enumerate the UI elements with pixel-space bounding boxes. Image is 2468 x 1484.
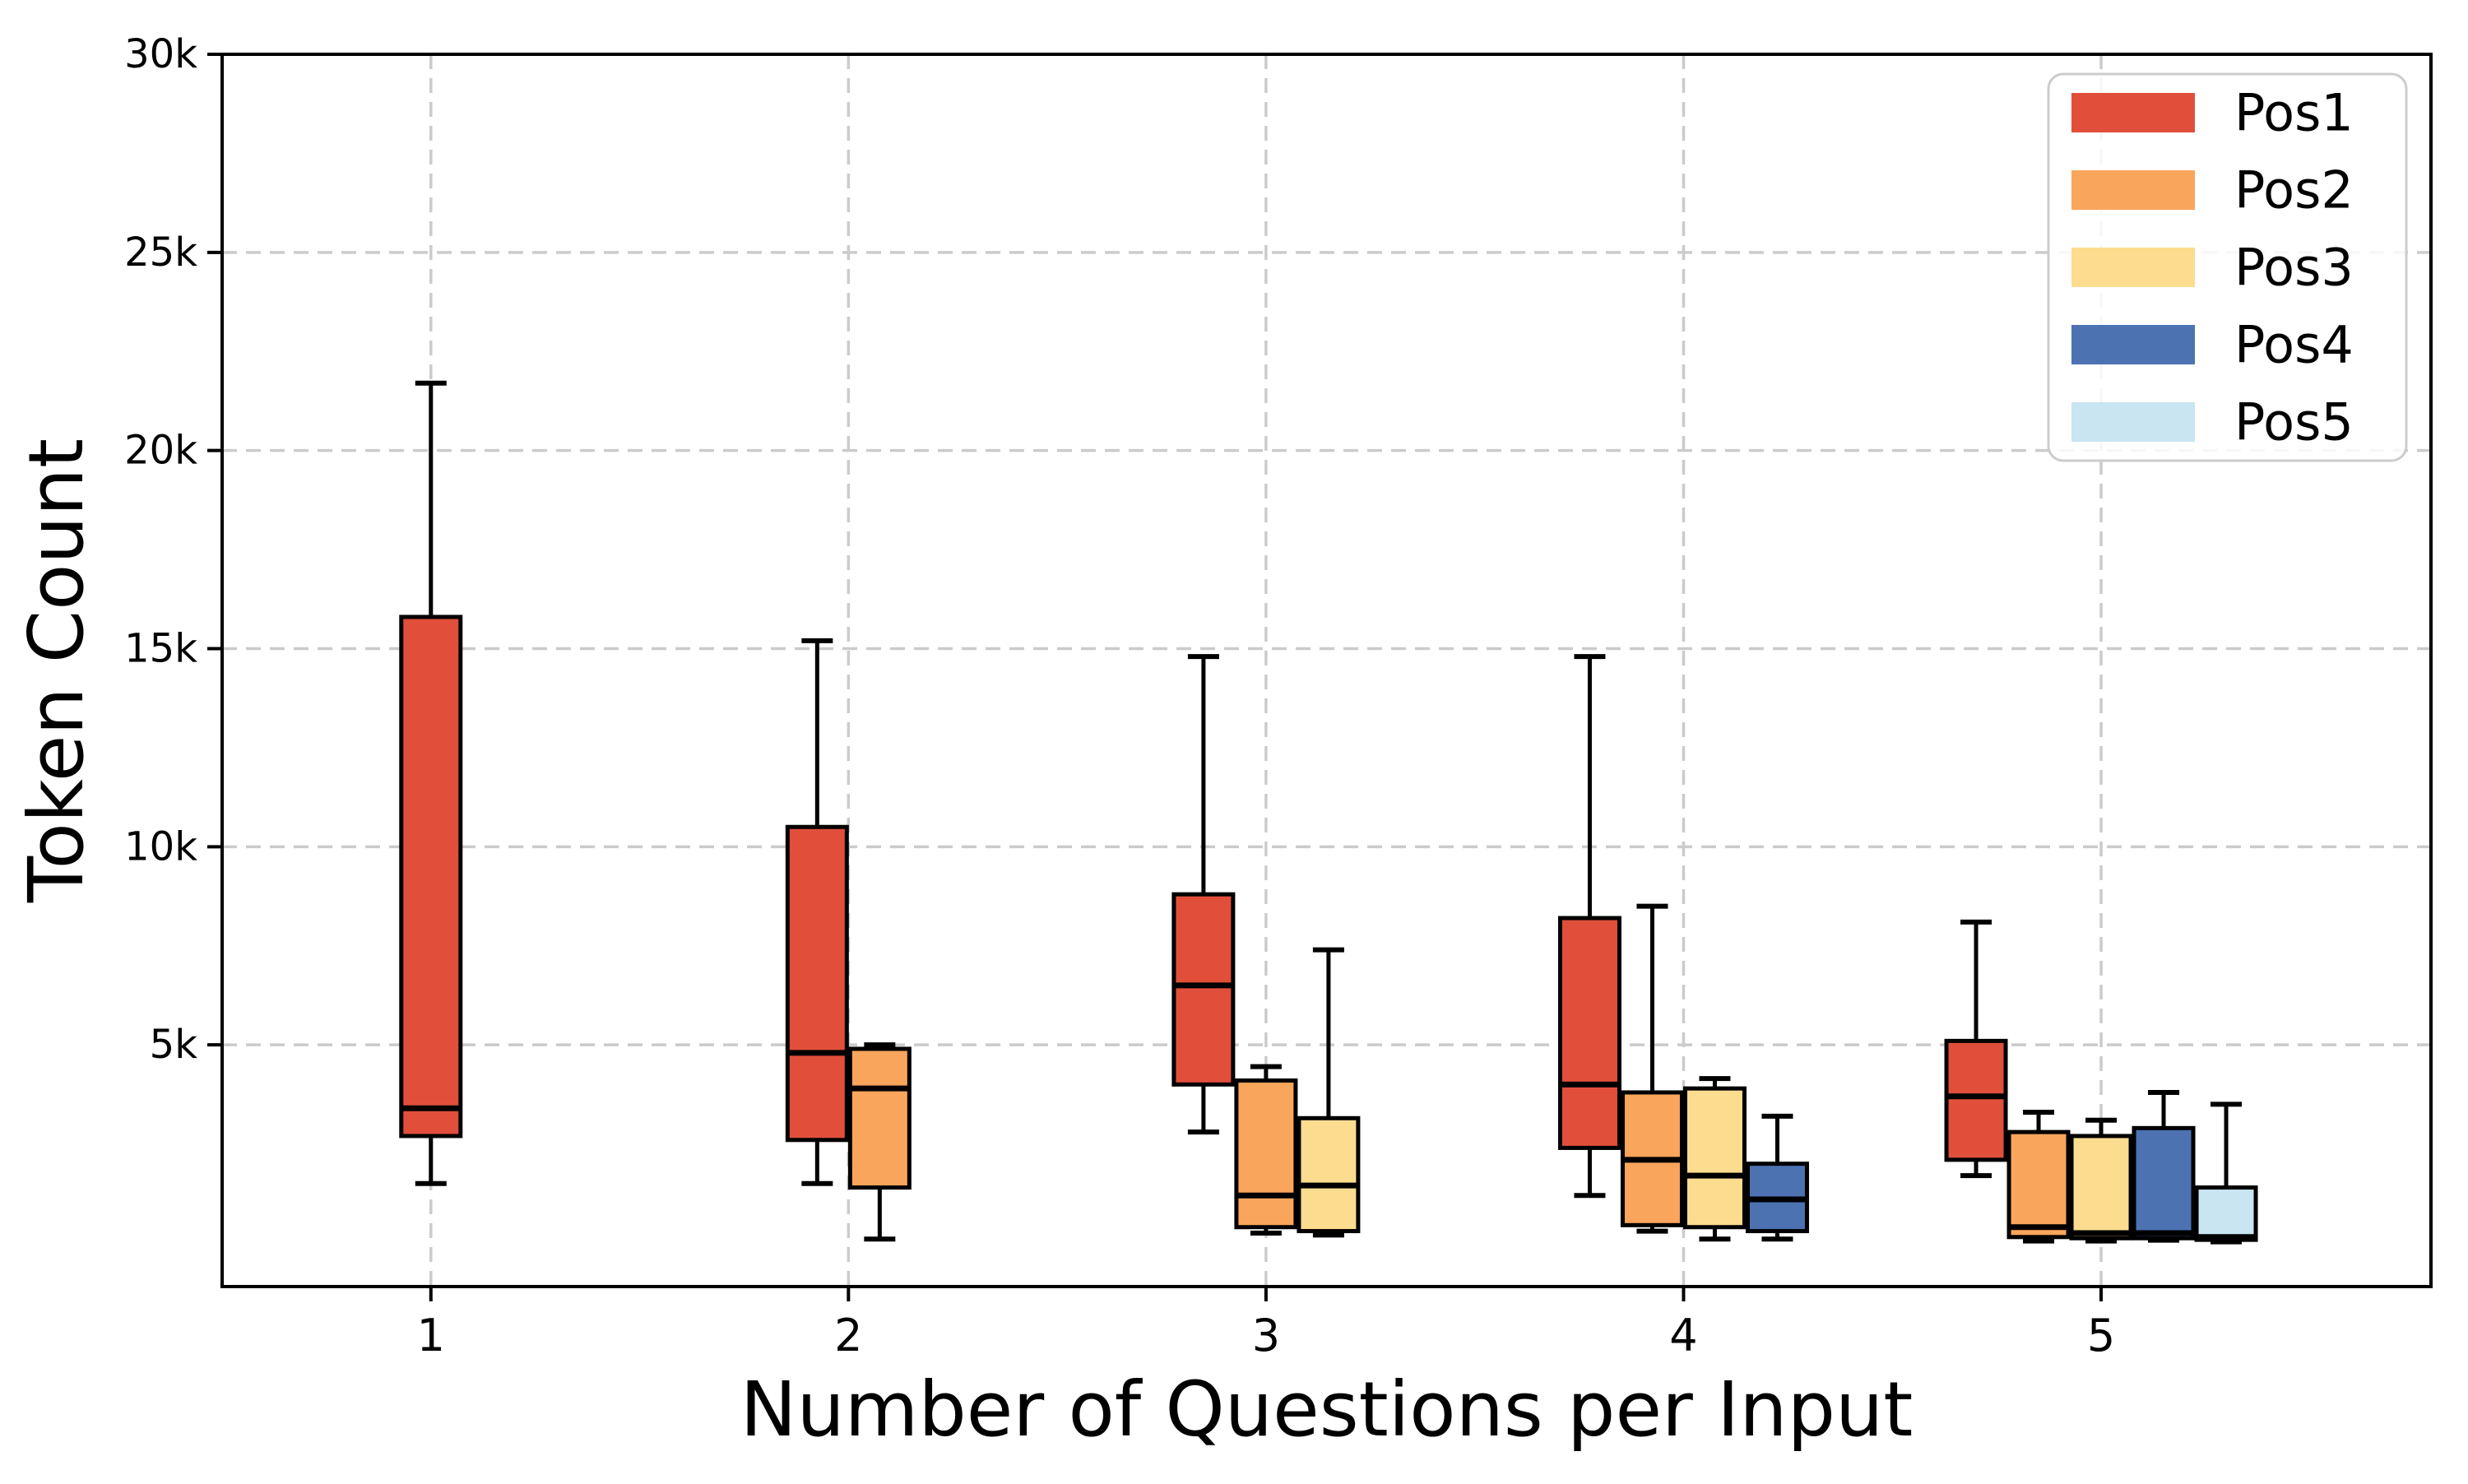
box-group-Pos2-x4 [1620,903,1684,1234]
box-group-Pos1-x4 [1557,654,1621,1199]
x-tick-label: 2 [834,1310,862,1361]
box [1171,892,1236,1087]
legend-label-Pos3: Pos3 [2234,238,2354,298]
legend-label-Pos1: Pos1 [2234,83,2354,143]
box [2132,1125,2196,1241]
box [1944,1038,2008,1162]
box [1682,1086,1747,1230]
box-group-Pos4-x5 [2132,1089,2196,1243]
box [2194,1185,2258,1242]
box [1557,916,1621,1150]
box-group-Pos1-x1 [399,380,463,1186]
box-group-Pos1-x5 [1944,919,2008,1179]
box-group-Pos3-x3 [1297,947,1361,1238]
legend-swatch-Pos3 [2071,248,2195,287]
legend-swatch-Pos2 [2071,170,2195,210]
x-tick-label: 3 [1252,1310,1280,1361]
box-group-Pos2-x3 [1234,1064,1298,1236]
legend-label-Pos5: Pos5 [2234,392,2354,452]
x-axis-label: Number of Questions per Input [740,1366,1914,1454]
y-tick-label: 10k [124,823,197,870]
box [1297,1115,1361,1234]
x-tick-label: 5 [2087,1310,2115,1361]
box [785,824,849,1143]
box-group-Pos2-x2 [847,1042,912,1242]
y-axis-label: Token Count [12,438,100,903]
y-tick-label: 5k [150,1022,198,1068]
box [847,1046,912,1190]
box-group-Pos3-x4 [1682,1076,1747,1242]
box-group-Pos1-x2 [785,638,849,1186]
legend-swatch-Pos5 [2071,402,2195,442]
plot-frame [220,53,2433,1288]
y-tick-label: 15k [124,626,197,672]
y-tick-label: 20k [124,428,197,474]
x-tick-label: 1 [417,1310,445,1361]
y-tick-label: 25k [124,230,197,276]
legend-swatch-Pos1 [2071,93,2195,132]
legend-label-Pos4: Pos4 [2234,315,2354,375]
legend-swatch-Pos4 [2071,325,2195,364]
y-tick-label: 30k [124,31,197,77]
box-group-Pos5-x5 [2194,1101,2258,1245]
box [2006,1129,2071,1240]
box-group-Pos1-x3 [1171,654,1236,1135]
box [399,614,463,1139]
box-group-Pos3-x5 [2069,1117,2133,1244]
x-tick-label: 4 [1669,1310,1697,1361]
box [2069,1134,2133,1241]
box-group-Pos2-x5 [2006,1110,2071,1244]
box [1234,1078,1298,1230]
legend-label-Pos2: Pos2 [2234,160,2354,220]
box-group-Pos4-x4 [1745,1113,1809,1242]
